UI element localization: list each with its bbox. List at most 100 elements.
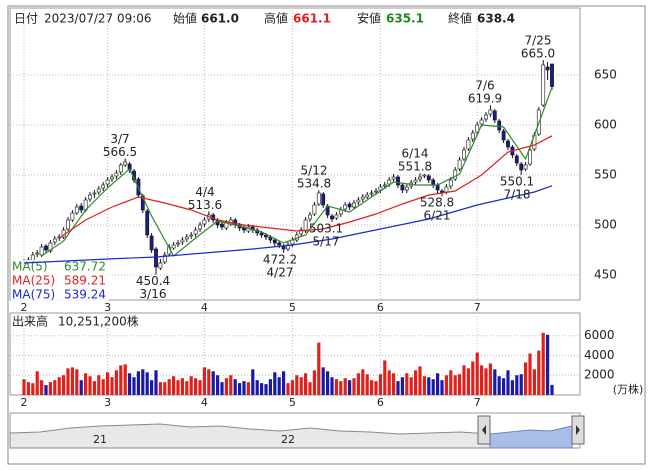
annotation-price: 503.1 [309,221,343,235]
candle-body [48,242,53,252]
volume-bar [290,380,294,395]
candle-body [118,164,123,173]
legend-value: 637.72 [64,260,106,274]
candle-body [369,192,374,195]
annotation-date: 6/21 [424,209,451,223]
volume-bar [458,374,462,395]
annotation-price: 528.8 [420,196,454,210]
volume-bar [123,364,127,395]
annotation-date: 7/25 [525,34,552,48]
candle-body [550,63,554,87]
annotation-date: 7/18 [504,187,531,201]
candle-body [277,242,282,246]
candle-body [259,232,264,236]
volume-bar [466,368,470,395]
candle-body [396,176,400,186]
x-tick-label: 5 [289,396,296,409]
header-bg [11,10,471,27]
volume-bar [365,374,369,395]
volume-bar [361,369,365,395]
volume-bar [88,376,92,395]
volume-bar [110,377,114,395]
volume-bar [194,378,198,395]
volume-bar [493,369,497,395]
candle-body [360,196,365,200]
volume-bar [44,385,48,395]
x-tick-label: 6 [377,396,384,409]
candle-body [123,161,128,166]
volume-bar [229,375,233,395]
x-tick-label: 7 [474,396,481,409]
candle-body [448,179,453,187]
x-tick-label: 3 [104,396,111,409]
x-tick-label: 2 [21,301,28,314]
volume-bar [471,361,475,395]
candle-body [352,202,356,208]
header-low: 635.1 [386,12,424,26]
candle-body [162,254,167,263]
candle-body [528,149,532,165]
candle-body [365,194,370,198]
annotation-price: 619.9 [468,92,502,106]
candle-body [426,175,431,181]
y-tick-label: 550 [594,168,617,182]
volume-bar [537,350,541,395]
candle-body [497,120,502,131]
volume-bar [101,379,105,395]
volume-bar [211,371,215,395]
volume-bar [92,381,96,395]
volume-bar [158,382,162,395]
candle-body [391,176,396,180]
ma-line [58,135,553,239]
volume-bar [260,383,264,395]
volume-bar [238,383,242,395]
volume-bar [136,371,140,395]
volume-bar [224,378,228,395]
candle-body [356,199,361,203]
volume-bar [348,380,352,395]
volume-bar [440,380,444,395]
volume-bar [370,380,374,395]
candle-body [488,109,493,115]
y-tick-label: 600 [594,118,617,132]
volume-title: 出来高 [12,314,48,329]
volume-bar [189,376,193,395]
candle-body [422,174,427,177]
legend-bg [11,274,109,288]
candle-body [198,224,202,230]
candle-body [479,119,484,125]
volume-bar [356,373,360,395]
volume-panel [9,312,581,396]
volume-bar [273,372,277,395]
candle-body [466,139,471,150]
navigator-label: 21 [93,433,107,446]
candle-body [338,209,343,215]
volume-bar [66,368,70,395]
volume-bar [339,381,343,395]
volume-bar [378,374,382,395]
volume-bar [352,378,356,395]
volume-bar [207,369,211,395]
candle-body [114,172,119,177]
x-tick-label: 7 [474,301,481,314]
candle-body [149,235,154,251]
legend-bg [11,288,109,302]
candle-body [176,242,180,245]
volume-bar [326,371,330,395]
navigator[interactable]: 21 22 [9,412,585,449]
candle-body [418,176,422,180]
volume-bar [330,377,334,395]
candle-body [519,163,524,171]
volume-bar [75,369,79,395]
volume-bar [532,369,536,395]
annotation-price: 450.4 [136,274,170,288]
x-tick-label: 4 [201,396,208,409]
volume-bar [40,380,44,395]
volume-bar [400,377,404,395]
annotation-price: 550.1 [500,174,534,188]
volume-tick-label: 4000 [584,348,615,362]
x-tick-label: 3 [104,301,111,314]
volume-bar [97,375,101,395]
volume-bar [546,334,550,395]
volume-bar [427,377,431,395]
